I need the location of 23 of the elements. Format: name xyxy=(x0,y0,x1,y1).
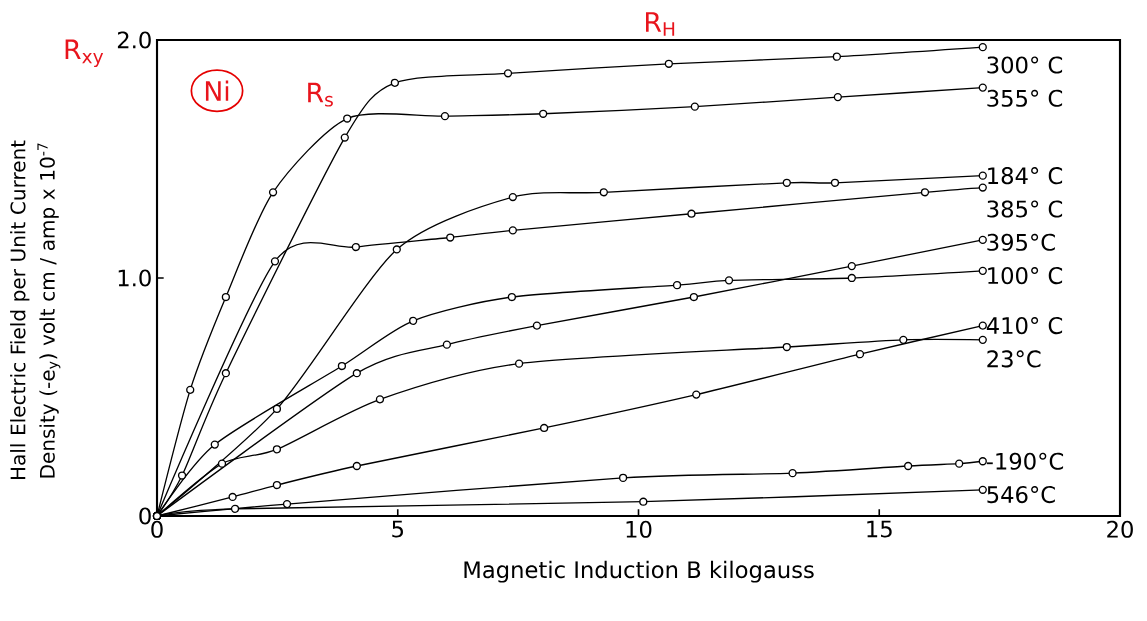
x-tick-label: 20 xyxy=(1107,520,1133,538)
x-axis-title: Magnetic Induction B kilogauss xyxy=(464,560,814,583)
series-label: 355° C xyxy=(987,89,1063,107)
x-tick-label: 5 xyxy=(392,520,403,538)
series-label: 184° C xyxy=(988,167,1063,185)
series-label: 300° C xyxy=(987,56,1063,74)
series-label: 395°C xyxy=(987,233,1055,251)
series-label: 410° C xyxy=(986,317,1063,335)
series-label: 546°C xyxy=(987,485,1055,504)
series-label: 385° C xyxy=(987,200,1063,218)
annotation: R$_{s}$ xyxy=(308,82,333,107)
text: R$_{H}$ xyxy=(646,12,675,36)
x-tick-label: 15 xyxy=(867,520,892,538)
text: R$_{xy}$ xyxy=(65,39,104,68)
y-tick-label: 0 xyxy=(139,507,151,525)
x-tick-label: 0 xyxy=(151,520,163,538)
series-label: 23°C xyxy=(987,350,1041,368)
series-label: 100° C xyxy=(988,267,1063,285)
y-tick-label: 1.0 xyxy=(118,269,151,287)
annotation: Ni xyxy=(205,80,229,101)
x-tick-label: 10 xyxy=(626,520,652,538)
series-label: -190°C xyxy=(986,452,1064,470)
y-tick-label: 2.0 xyxy=(117,31,151,49)
